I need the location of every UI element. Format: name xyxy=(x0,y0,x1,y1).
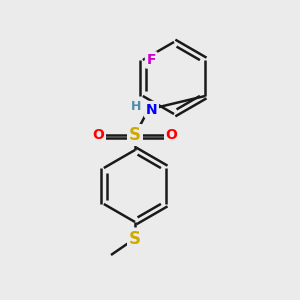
Text: F: F xyxy=(146,53,156,67)
Text: S: S xyxy=(129,126,141,144)
Text: S: S xyxy=(129,230,141,247)
Text: N: N xyxy=(146,103,157,116)
Text: O: O xyxy=(92,128,104,142)
Text: O: O xyxy=(166,128,178,142)
Text: H: H xyxy=(131,100,141,113)
